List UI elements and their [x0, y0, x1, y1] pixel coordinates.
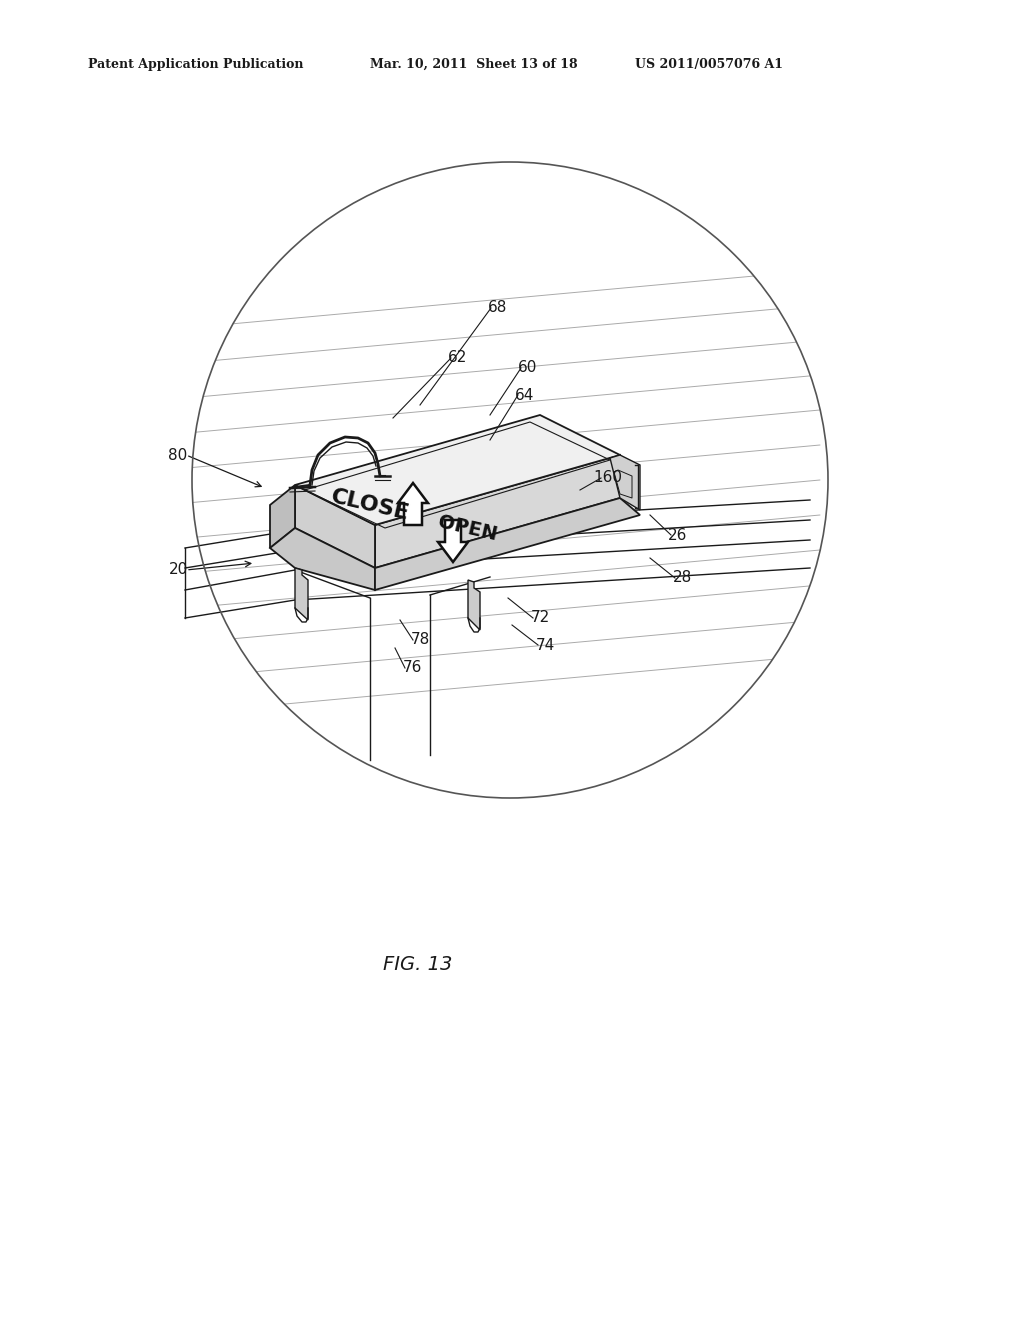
- Polygon shape: [270, 484, 295, 548]
- Text: 76: 76: [402, 660, 422, 676]
- Polygon shape: [270, 528, 375, 590]
- Polygon shape: [295, 568, 308, 620]
- Polygon shape: [468, 579, 480, 630]
- Text: FIG. 13: FIG. 13: [383, 956, 453, 974]
- Text: 80: 80: [168, 447, 187, 462]
- Text: 68: 68: [488, 301, 508, 315]
- Polygon shape: [295, 484, 375, 568]
- Text: 72: 72: [530, 610, 550, 626]
- Polygon shape: [295, 414, 620, 525]
- Text: 74: 74: [536, 638, 555, 652]
- Text: 160: 160: [594, 470, 623, 486]
- Text: Patent Application Publication: Patent Application Publication: [88, 58, 303, 71]
- Polygon shape: [438, 520, 468, 562]
- Text: Mar. 10, 2011  Sheet 13 of 18: Mar. 10, 2011 Sheet 13 of 18: [370, 58, 578, 71]
- Text: 62: 62: [449, 351, 468, 366]
- Circle shape: [193, 162, 828, 799]
- Polygon shape: [610, 455, 640, 510]
- Text: 60: 60: [518, 360, 538, 375]
- Text: OPEN: OPEN: [436, 512, 500, 544]
- Polygon shape: [398, 483, 428, 525]
- Text: 64: 64: [515, 388, 535, 403]
- Polygon shape: [375, 498, 640, 590]
- Polygon shape: [375, 455, 620, 568]
- Text: 28: 28: [673, 570, 691, 586]
- Text: 20: 20: [168, 562, 187, 578]
- Text: CLOSE: CLOSE: [329, 486, 412, 524]
- Text: 78: 78: [411, 632, 430, 648]
- Text: US 2011/0057076 A1: US 2011/0057076 A1: [635, 58, 783, 71]
- Text: 26: 26: [669, 528, 688, 543]
